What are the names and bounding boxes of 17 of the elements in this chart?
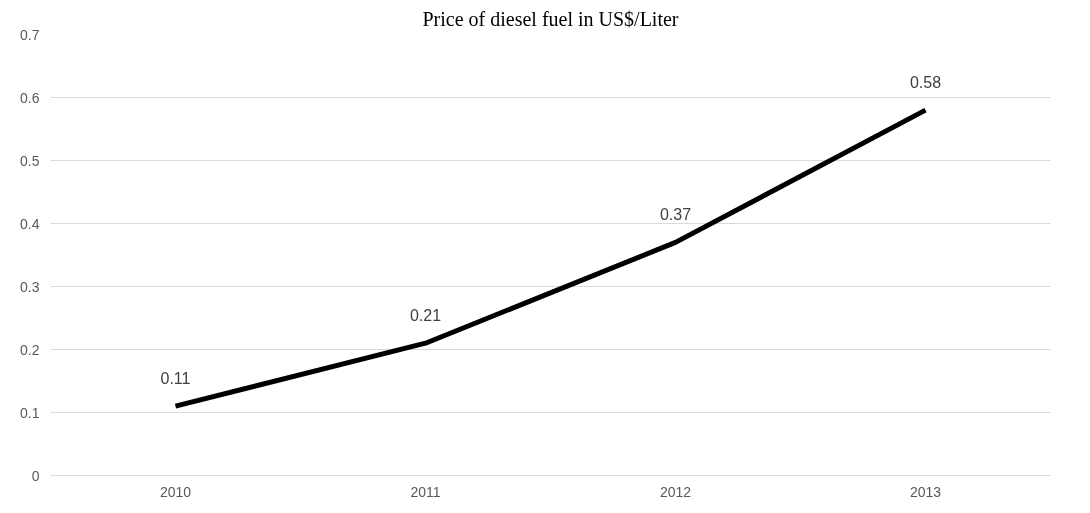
- y-tick-label: 0.2: [20, 341, 40, 358]
- y-tick-label: 0.7: [20, 26, 40, 43]
- data-label: 0.37: [659, 206, 692, 224]
- x-tick-label: 2012: [659, 483, 692, 500]
- x-tick-label: 2010: [159, 483, 192, 500]
- chart-title: Price of diesel fuel in US$/Liter: [422, 7, 679, 30]
- y-tick-label: 0.5: [20, 152, 40, 169]
- y-tick-label: 0: [31, 467, 40, 484]
- data-label: 0.21: [409, 307, 442, 325]
- y-tick-label: 0.6: [20, 89, 40, 106]
- y-tick-label: 0.3: [20, 278, 40, 295]
- x-tick-label: 2013: [909, 483, 942, 500]
- x-tick-label: 2011: [410, 483, 441, 500]
- y-tick-label: 0.1: [20, 404, 40, 421]
- y-tick-label: 0.4: [20, 215, 40, 232]
- data-label: 0.11: [160, 370, 191, 388]
- data-label: 0.58: [909, 74, 942, 92]
